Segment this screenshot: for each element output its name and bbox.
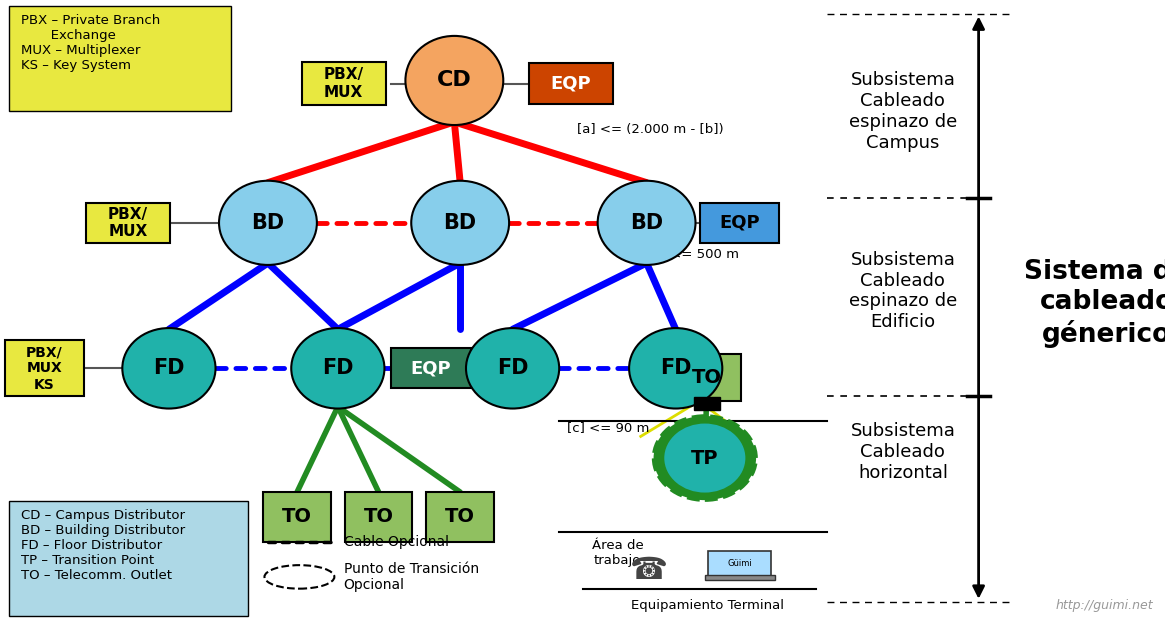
FancyBboxPatch shape bbox=[391, 348, 471, 389]
Text: Área de
trabajo: Área de trabajo bbox=[592, 539, 643, 566]
Text: Equipamiento Terminal: Equipamiento Terminal bbox=[630, 599, 784, 612]
Text: PBX – Private Branch
       Exchange
MUX – Multiplexer
KS – Key System: PBX – Private Branch Exchange MUX – Mult… bbox=[21, 14, 161, 72]
Text: Sistema de
cableado
génerico: Sistema de cableado génerico bbox=[1024, 259, 1165, 347]
Ellipse shape bbox=[654, 416, 756, 500]
Text: PBX/
MUX: PBX/ MUX bbox=[108, 207, 148, 239]
Text: TO: TO bbox=[363, 508, 394, 526]
Text: http://guimi.net: http://guimi.net bbox=[1055, 599, 1153, 612]
FancyBboxPatch shape bbox=[694, 397, 720, 410]
Ellipse shape bbox=[411, 181, 509, 265]
Ellipse shape bbox=[291, 328, 384, 409]
Text: FD: FD bbox=[496, 358, 529, 378]
Text: BD: BD bbox=[252, 213, 284, 233]
FancyBboxPatch shape bbox=[700, 202, 779, 243]
FancyBboxPatch shape bbox=[426, 492, 494, 542]
FancyBboxPatch shape bbox=[9, 501, 248, 616]
Text: Güimi: Güimi bbox=[727, 559, 753, 568]
Ellipse shape bbox=[405, 36, 503, 125]
Text: ☎: ☎ bbox=[630, 556, 668, 585]
Text: CD – Campus Distributor
BD – Building Distributor
FD – Floor Distributor
TP – Tr: CD – Campus Distributor BD – Building Di… bbox=[21, 509, 185, 582]
Ellipse shape bbox=[629, 328, 722, 409]
Text: Subsistema
Cableado
espinazo de
Edificio: Subsistema Cableado espinazo de Edificio bbox=[849, 251, 956, 331]
Ellipse shape bbox=[663, 422, 747, 494]
Ellipse shape bbox=[122, 328, 216, 409]
Text: EQP: EQP bbox=[411, 359, 451, 378]
FancyBboxPatch shape bbox=[673, 354, 741, 401]
Text: [b] <= 500 m: [b] <= 500 m bbox=[647, 247, 739, 261]
Ellipse shape bbox=[219, 181, 317, 265]
Text: TO: TO bbox=[692, 368, 722, 387]
Text: TO: TO bbox=[282, 508, 312, 526]
FancyBboxPatch shape bbox=[302, 62, 386, 105]
FancyBboxPatch shape bbox=[708, 551, 771, 577]
FancyBboxPatch shape bbox=[263, 492, 331, 542]
Text: [a] <= (2.000 m - [b]): [a] <= (2.000 m - [b]) bbox=[577, 123, 723, 137]
Text: EQP: EQP bbox=[720, 214, 760, 232]
Text: PBX/
MUX
KS: PBX/ MUX KS bbox=[26, 345, 63, 391]
Text: PBX/
MUX: PBX/ MUX bbox=[324, 67, 363, 100]
Text: TO: TO bbox=[445, 508, 475, 526]
Text: TP: TP bbox=[691, 449, 719, 467]
Text: FD: FD bbox=[659, 358, 692, 378]
Text: [c] <= 90 m: [c] <= 90 m bbox=[567, 420, 650, 434]
FancyBboxPatch shape bbox=[5, 340, 84, 396]
Text: Subsistema
Cableado
horizontal: Subsistema Cableado horizontal bbox=[850, 422, 955, 482]
Text: Punto de Transición
Opcional: Punto de Transición Opcional bbox=[344, 562, 479, 592]
Text: Subsistema
Cableado
espinazo de
Campus: Subsistema Cableado espinazo de Campus bbox=[849, 71, 956, 152]
Text: FD: FD bbox=[322, 358, 354, 378]
FancyBboxPatch shape bbox=[705, 575, 775, 580]
FancyBboxPatch shape bbox=[345, 492, 412, 542]
Ellipse shape bbox=[466, 328, 559, 409]
Text: FD: FD bbox=[153, 358, 185, 378]
FancyBboxPatch shape bbox=[9, 6, 231, 111]
Ellipse shape bbox=[598, 181, 696, 265]
FancyBboxPatch shape bbox=[529, 63, 613, 103]
Text: BD: BD bbox=[444, 213, 476, 233]
Text: Cable Opcional: Cable Opcional bbox=[344, 535, 449, 548]
Text: CD: CD bbox=[437, 71, 472, 90]
Text: EQP: EQP bbox=[551, 74, 591, 93]
FancyBboxPatch shape bbox=[86, 202, 170, 243]
Text: BD: BD bbox=[630, 213, 663, 233]
